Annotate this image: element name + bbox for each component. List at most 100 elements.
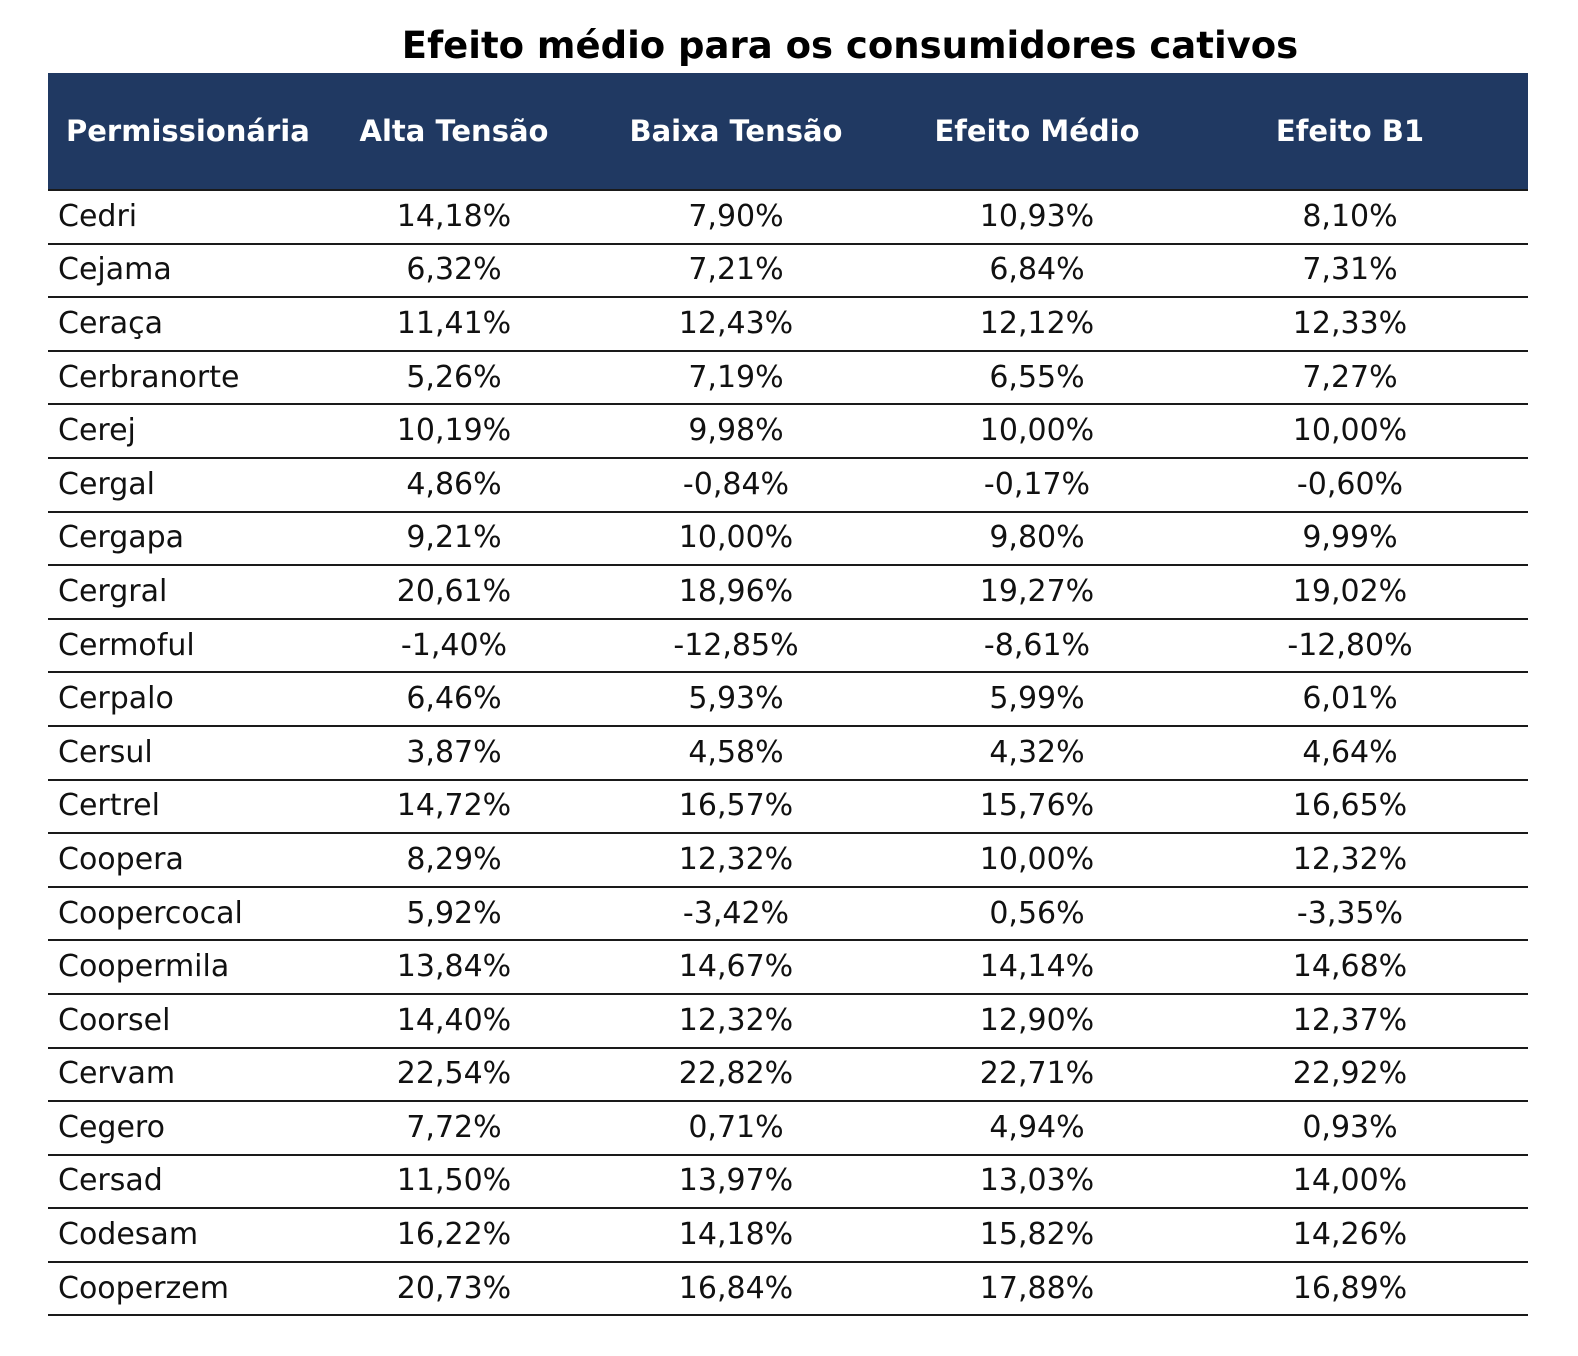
- alta-tensao-cell: 20,73%: [338, 1261, 570, 1317]
- baixa-tensao-cell: -12,85%: [570, 618, 902, 674]
- efeito-b1-cell: 14,00%: [1172, 1154, 1528, 1210]
- baixa-tensao-cell: 0,71%: [570, 1101, 902, 1156]
- table-row: Codesam 16,22% 14,18% 15,82% 14,26%: [48, 1208, 1528, 1263]
- baixa-tensao-cell: -0,84%: [570, 457, 902, 513]
- efeito-medio-cell: 19,27%: [902, 565, 1172, 620]
- permissionaria-cell: Ceraça: [48, 297, 338, 352]
- table-row: Cerpalo 6,46% 5,93% 5,99% 6,01%: [48, 672, 1528, 727]
- efeito-b1-cell: 6,01%: [1172, 672, 1528, 727]
- baixa-tensao-cell: 7,21%: [570, 243, 902, 299]
- column-header-permissionaria: Permissionária: [48, 73, 338, 191]
- alta-tensao-cell: 3,87%: [338, 725, 570, 781]
- baixa-tensao-cell: 7,90%: [570, 190, 902, 245]
- permissionaria-cell: Cooperzem: [48, 1261, 338, 1317]
- permissionaria-cell: Coorsel: [48, 993, 338, 1049]
- baixa-tensao-cell: 14,67%: [570, 940, 902, 995]
- alta-tensao-cell: 13,84%: [338, 940, 570, 995]
- baixa-tensao-cell: 4,58%: [570, 725, 902, 781]
- table-row: Cejama 6,32% 7,21% 6,84% 7,31%: [48, 243, 1528, 299]
- baixa-tensao-cell: 12,43%: [570, 297, 902, 352]
- efeito-b1-cell: 16,89%: [1172, 1261, 1528, 1317]
- efeito-medio-cell: 9,80%: [902, 511, 1172, 567]
- alta-tensao-cell: 10,19%: [338, 404, 570, 459]
- efeito-b1-cell: 22,92%: [1172, 1047, 1528, 1103]
- permissionaria-cell: Coopercocal: [48, 886, 338, 942]
- efeito-b1-cell: 19,02%: [1172, 565, 1528, 620]
- table-row: Cervam 22,54% 22,82% 22,71% 22,92%: [48, 1047, 1528, 1103]
- efeito-b1-cell: 10,00%: [1172, 404, 1528, 459]
- efeito-medio-cell: 10,00%: [902, 833, 1172, 888]
- efeito-medio-cell: 13,03%: [902, 1154, 1172, 1210]
- baixa-tensao-cell: 22,82%: [570, 1047, 902, 1103]
- permissionaria-cell: Cersul: [48, 725, 338, 781]
- efeito-b1-cell: -0,60%: [1172, 457, 1528, 513]
- efeito-b1-cell: 4,64%: [1172, 725, 1528, 781]
- efeito-medio-cell: 0,56%: [902, 886, 1172, 942]
- table-row: Cermoful -1,40% -12,85% -8,61% -12,80%: [48, 618, 1528, 674]
- alta-tensao-cell: 16,22%: [338, 1208, 570, 1263]
- baixa-tensao-cell: 18,96%: [570, 565, 902, 620]
- permissionaria-cell: Cergapa: [48, 511, 338, 567]
- efeito-medio-cell: 12,12%: [902, 297, 1172, 352]
- table-row: Coopera 8,29% 12,32% 10,00% 12,32%: [48, 833, 1528, 888]
- efeito-medio-cell: 10,00%: [902, 404, 1172, 459]
- alta-tensao-cell: 8,29%: [338, 833, 570, 888]
- efeito-b1-cell: 14,26%: [1172, 1208, 1528, 1263]
- permissionaria-cell: Cermoful: [48, 618, 338, 674]
- baixa-tensao-cell: 9,98%: [570, 404, 902, 459]
- permissionaria-cell: Codesam: [48, 1208, 338, 1263]
- table-row: Cedri 14,18% 7,90% 10,93% 8,10%: [48, 190, 1528, 245]
- alta-tensao-cell: 14,18%: [338, 190, 570, 245]
- alta-tensao-cell: 11,41%: [338, 297, 570, 352]
- column-header-efeito-medio: Efeito Médio: [902, 73, 1172, 191]
- alta-tensao-cell: 5,92%: [338, 886, 570, 942]
- efeito-medio-cell: 4,32%: [902, 725, 1172, 781]
- table-title: Efeito médio para os consumidores cativo…: [401, 24, 1299, 67]
- table-row: Cerej 10,19% 9,98% 10,00% 10,00%: [48, 404, 1528, 459]
- efeito-medio-cell: 4,94%: [902, 1101, 1172, 1156]
- permissionaria-cell: Cerpalo: [48, 672, 338, 727]
- efeito-b1-cell: 0,93%: [1172, 1101, 1528, 1156]
- table-body: Cedri 14,18% 7,90% 10,93% 8,10% Cejama 6,32% 7,…: [48, 190, 1528, 1317]
- permissionaria-cell: Cejama: [48, 243, 338, 299]
- column-header-baixa-tensao: Baixa Tensão: [570, 73, 902, 191]
- efeito-medio-cell: -8,61%: [902, 618, 1172, 674]
- efeito-b1-cell: -12,80%: [1172, 618, 1528, 674]
- efeito-b1-cell: -3,35%: [1172, 886, 1528, 942]
- baixa-tensao-cell: 12,32%: [570, 833, 902, 888]
- permissionaria-cell: Coopermila: [48, 940, 338, 995]
- permissionaria-cell: Cerej: [48, 404, 338, 459]
- table-header-row: Permissionária Alta Tensão Baixa Tensão …: [48, 73, 1528, 191]
- table-row: Coopermila 13,84% 14,67% 14,14% 14,68%: [48, 940, 1528, 995]
- alta-tensao-cell: 6,46%: [338, 672, 570, 727]
- column-header-alta-tensao: Alta Tensão: [338, 73, 570, 191]
- table-row: Cersad 11,50% 13,97% 13,03% 14,00%: [48, 1154, 1528, 1210]
- alta-tensao-cell: 11,50%: [338, 1154, 570, 1210]
- efeito-b1-cell: 14,68%: [1172, 940, 1528, 995]
- baixa-tensao-cell: -3,42%: [570, 886, 902, 942]
- baixa-tensao-cell: 12,32%: [570, 993, 902, 1049]
- efeito-b1-cell: 8,10%: [1172, 190, 1528, 245]
- table-row: Coopercocal 5,92% -3,42% 0,56% -3,35%: [48, 886, 1528, 942]
- efeito-medio-cell: 6,84%: [902, 243, 1172, 299]
- alta-tensao-cell: 14,40%: [338, 993, 570, 1049]
- alta-tensao-cell: 22,54%: [338, 1047, 570, 1103]
- permissionaria-cell: Certrel: [48, 779, 338, 835]
- column-header-efeito-b1: Efeito B1: [1172, 73, 1528, 191]
- efeito-medio-cell: 17,88%: [902, 1261, 1172, 1317]
- table-row: Coorsel 14,40% 12,32% 12,90% 12,37%: [48, 993, 1528, 1049]
- efeito-b1-cell: 7,31%: [1172, 243, 1528, 299]
- baixa-tensao-cell: 13,97%: [570, 1154, 902, 1210]
- permissionaria-cell: Coopera: [48, 833, 338, 888]
- baixa-tensao-cell: 16,57%: [570, 779, 902, 835]
- efeito-medio-cell: 15,82%: [902, 1208, 1172, 1263]
- efeito-medio-cell: 15,76%: [902, 779, 1172, 835]
- table-row: Cergal 4,86% -0,84% -0,17% -0,60%: [48, 457, 1528, 513]
- alta-tensao-cell: 5,26%: [338, 350, 570, 406]
- table-row: Cegero 7,72% 0,71% 4,94% 0,93%: [48, 1101, 1528, 1156]
- efeito-b1-cell: 9,99%: [1172, 511, 1528, 567]
- baixa-tensao-cell: 7,19%: [570, 350, 902, 406]
- alta-tensao-cell: -1,40%: [338, 618, 570, 674]
- table-row: Cerbranorte 5,26% 7,19% 6,55% 7,27%: [48, 350, 1528, 406]
- permissionaria-cell: Cergral: [48, 565, 338, 620]
